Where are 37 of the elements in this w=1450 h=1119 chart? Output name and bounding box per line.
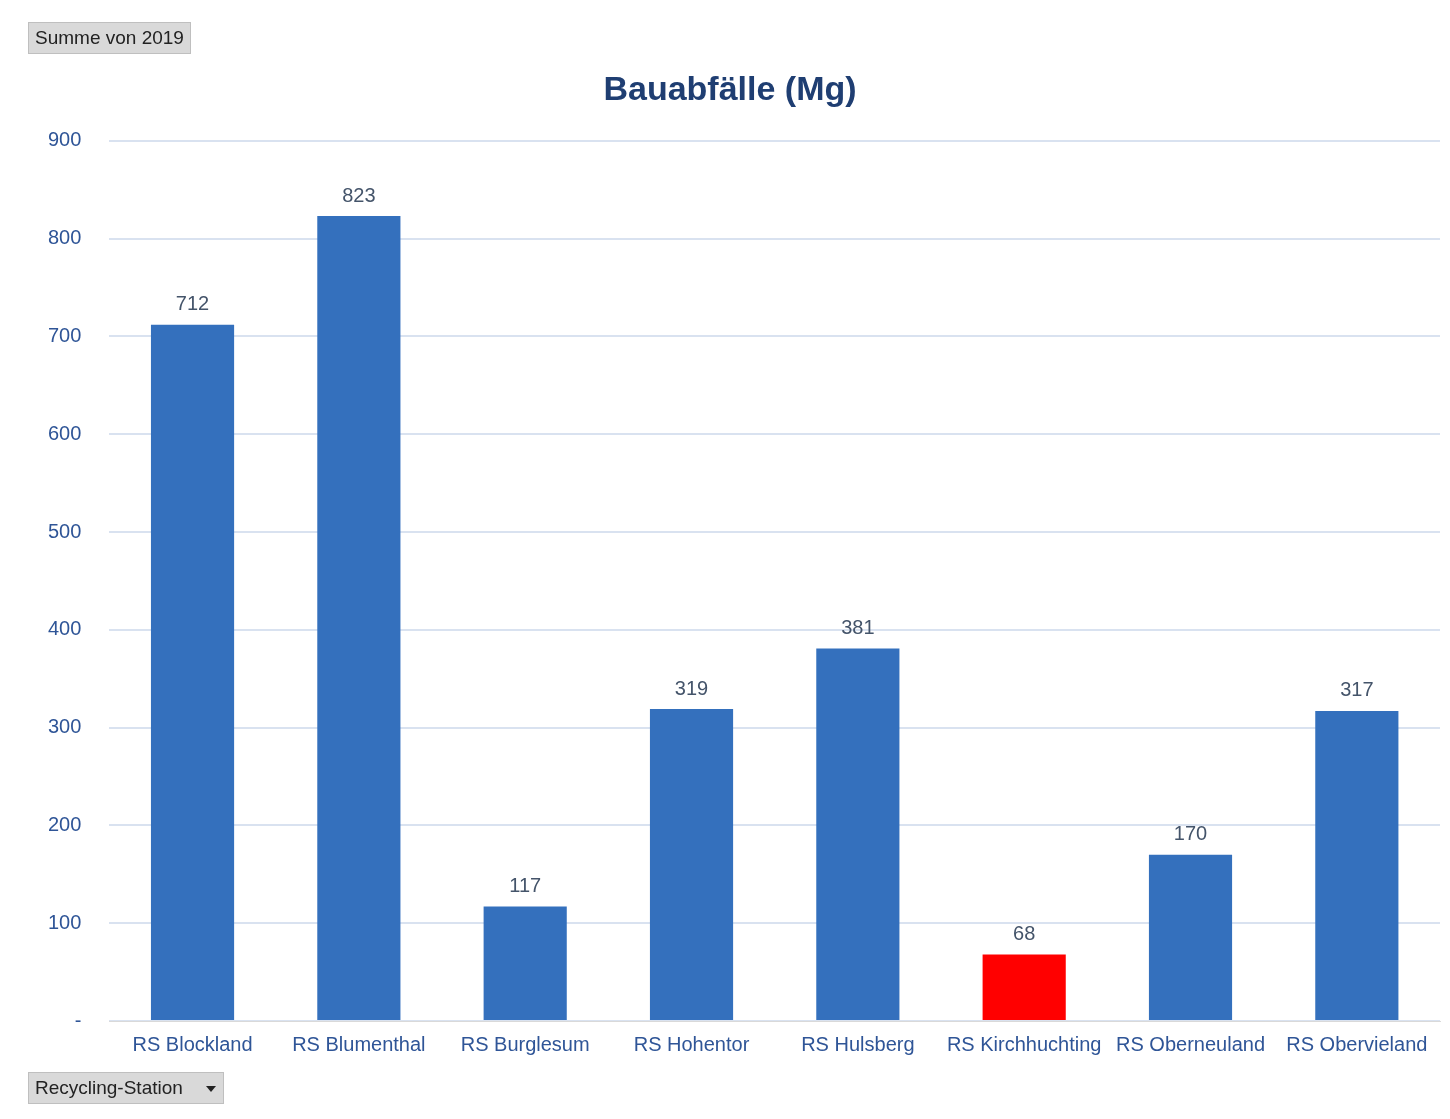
y-tick-label: 300 <box>47 715 82 738</box>
y-tick-label: 600 <box>47 421 82 444</box>
y-tick-label: 100 <box>47 910 82 933</box>
y-tick-label: 200 <box>47 812 82 835</box>
x-tick-label: RS Oberneuland <box>1116 1032 1265 1055</box>
data-label: 170 <box>1173 822 1208 845</box>
x-tick-label: RS Kirchhuchting <box>946 1032 1102 1055</box>
y-tick-label: 400 <box>47 617 82 640</box>
y-tick-label: 800 <box>47 226 82 249</box>
data-label: 319 <box>674 676 709 699</box>
chart-title: Bauabfälle (Mg) <box>603 68 857 107</box>
x-tick-label: RS Burglesum <box>460 1032 590 1055</box>
data-label: 712 <box>175 292 210 315</box>
bar <box>317 216 401 1020</box>
y-tick-label: 900 <box>47 128 82 151</box>
data-label: 68 <box>1013 922 1036 945</box>
bar <box>649 709 734 1020</box>
x-tick-label: RS Hulsberg <box>801 1032 915 1055</box>
bar <box>150 324 235 1020</box>
data-label: 117 <box>509 874 542 897</box>
text: Summe von 2019 <box>35 27 184 48</box>
y-tick-label: 700 <box>47 323 82 346</box>
bar <box>982 954 1066 1020</box>
text: Recycling-Station <box>35 1077 183 1098</box>
x-tick-label: RS Hohentor <box>633 1032 750 1055</box>
y-tick-label: 500 <box>47 519 82 542</box>
bar <box>483 906 567 1020</box>
bar <box>1315 710 1399 1020</box>
data-label: 381 <box>841 615 875 638</box>
bar <box>816 648 900 1020</box>
x-tick-label: RS Blockland <box>132 1032 253 1055</box>
bar <box>1148 854 1233 1020</box>
data-label: 317 <box>1340 678 1374 701</box>
x-tick-label: RS Blumenthal <box>292 1032 426 1055</box>
data-label: 823 <box>342 183 376 206</box>
x-tick-label: RS Obervieland <box>1286 1032 1428 1055</box>
y-tick-label: - <box>74 1008 82 1031</box>
